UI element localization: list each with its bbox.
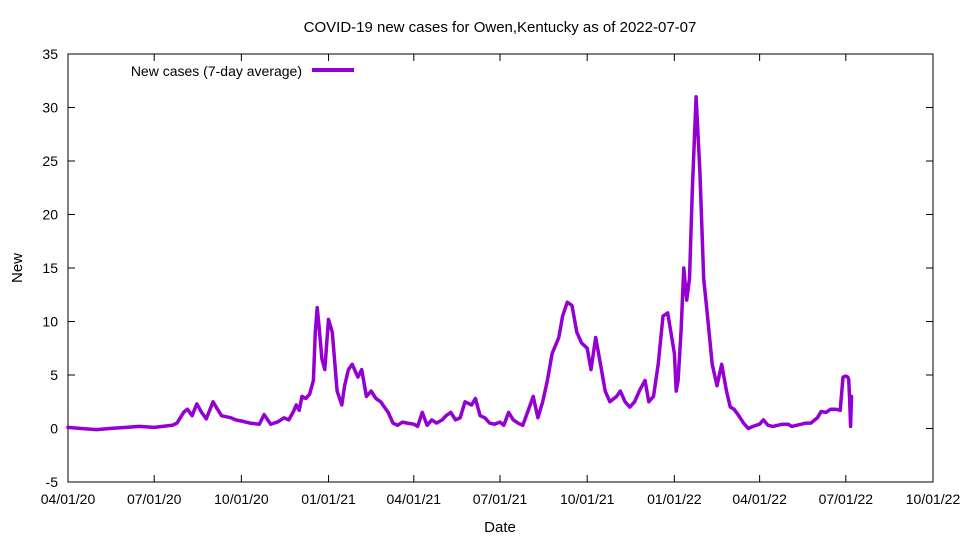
y-tick-label: 35 — [42, 46, 58, 62]
x-tick-label: 10/01/20 — [214, 491, 269, 507]
x-tick-label: 04/01/22 — [732, 491, 787, 507]
y-tick-label: -5 — [46, 474, 59, 490]
x-tick-label: 04/01/21 — [387, 491, 442, 507]
x-tick-label: 04/01/20 — [41, 491, 96, 507]
series-line — [66, 95, 854, 432]
x-tick-label: 07/01/20 — [127, 491, 182, 507]
x-tick-label: 10/01/21 — [560, 491, 615, 507]
y-tick-label: 5 — [50, 367, 58, 383]
legend: New cases (7-day average) — [131, 63, 354, 79]
x-axis-title: Date — [484, 519, 516, 536]
y-axis: -5 0 5 10 15 20 25 30 35 — [42, 46, 933, 490]
x-tick-label: 01/01/21 — [301, 491, 356, 507]
x-tick-label: 01/01/22 — [647, 491, 702, 507]
plot-frame — [67, 53, 934, 483]
chart-title: COVID-19 new cases for Owen,Kentucky as … — [304, 19, 697, 36]
y-tick-label: 0 — [50, 421, 58, 437]
x-tick-label: 07/01/22 — [819, 491, 874, 507]
y-tick-label: 10 — [42, 314, 58, 330]
x-tick-label: 10/01/22 — [906, 491, 960, 507]
y-tick-label: 30 — [42, 100, 58, 116]
legend-label: New cases (7-day average) — [131, 63, 302, 79]
y-tick-label: 25 — [42, 153, 58, 169]
y-axis-title: New — [9, 253, 26, 283]
y-tick-label: 20 — [42, 207, 58, 223]
series-group — [66, 95, 854, 432]
x-tick-label: 07/01/21 — [473, 491, 528, 507]
y-tick-label: 15 — [42, 260, 58, 276]
x-axis: 04/01/20 07/01/20 10/01/20 01/01/21 04/01/21… — [41, 54, 960, 507]
